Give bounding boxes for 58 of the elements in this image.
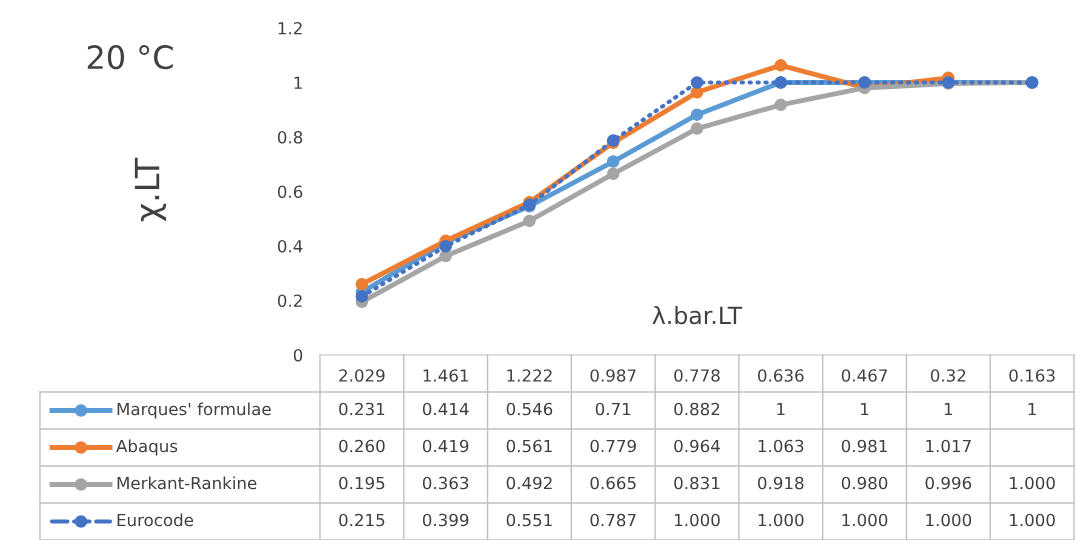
text: 20 °C — [87, 45, 173, 70]
x-axis-title: λ.bar.LT — [652, 305, 743, 325]
data-label: 0.260 — [339, 439, 385, 453]
data-label: 0.419 — [422, 439, 469, 453]
data-label: 0.71 — [595, 402, 631, 416]
data-label: 0.363 — [422, 476, 469, 490]
data-label: 0.399 — [422, 513, 469, 527]
y-tick-label: 0.6 — [277, 185, 303, 199]
data-label: 1.000 — [842, 513, 888, 527]
x-tick-label: 0.163 — [1009, 369, 1055, 382]
x-tick-label: 0.467 — [841, 369, 887, 382]
data-label: 1 — [861, 402, 869, 416]
x-tick-label: 1.222 — [507, 369, 552, 382]
data-label: 0.665 — [590, 476, 636, 490]
data-label: 0.231 — [339, 402, 385, 416]
y-axis-title: χ.LT — [134, 157, 167, 222]
data-label: 1 — [1028, 402, 1036, 416]
data-label: 0.996 — [925, 476, 972, 490]
x-tick-label: 2.029 — [339, 369, 385, 382]
data-label: 0.980 — [841, 476, 888, 490]
y-tick-label: 0 — [293, 348, 303, 362]
data-label: 0.546 — [506, 402, 553, 416]
x-tick-label: 0.636 — [758, 369, 804, 382]
legend-label: Eurocode — [117, 513, 194, 527]
data-label: 0.787 — [590, 513, 636, 527]
x-tick-label: 1.461 — [423, 369, 468, 382]
x-tick-label: 0.778 — [674, 369, 720, 382]
data-label: 1.017 — [926, 439, 971, 453]
data-label: 1 — [777, 402, 785, 416]
data-label: 1.000 — [1010, 513, 1055, 527]
data-label: 0.414 — [422, 402, 469, 416]
data-label: 0.918 — [758, 476, 804, 490]
data-label: 0.215 — [339, 513, 385, 527]
data-label: 1.000 — [758, 513, 804, 527]
y-tick-label: 0.8 — [277, 130, 303, 144]
data-label: 1.063 — [758, 439, 804, 453]
data-label: 0.882 — [674, 402, 720, 416]
data-label: 0.964 — [674, 439, 720, 453]
data-label: 1.000 — [1010, 476, 1055, 490]
legend-label: Merkant-Rankine — [117, 476, 257, 490]
data-label: 0.779 — [590, 439, 636, 453]
data-label: 0.492 — [506, 476, 552, 490]
y-tick-label: 0.2 — [277, 294, 302, 308]
y-tick-label: 0.4 — [277, 239, 303, 253]
y-tick-label: 1.2 — [278, 21, 302, 35]
data-label: 0.551 — [506, 513, 552, 527]
y-tick-label: 1 — [294, 76, 302, 89]
legend-label: Abaqus — [116, 439, 178, 456]
data-label: 1 — [944, 402, 953, 416]
data-label: 0.561 — [506, 439, 552, 453]
x-tick-label: 0.987 — [590, 369, 636, 382]
data-label: 0.195 — [339, 476, 385, 490]
data-label: 1.000 — [926, 513, 972, 527]
data-label: 0.831 — [674, 476, 720, 490]
x-tick-label: 0.32 — [930, 369, 966, 382]
data-label: 0.981 — [841, 439, 887, 453]
legend-label: Marques' formulae — [117, 402, 271, 419]
data-label: 1.000 — [674, 513, 720, 527]
